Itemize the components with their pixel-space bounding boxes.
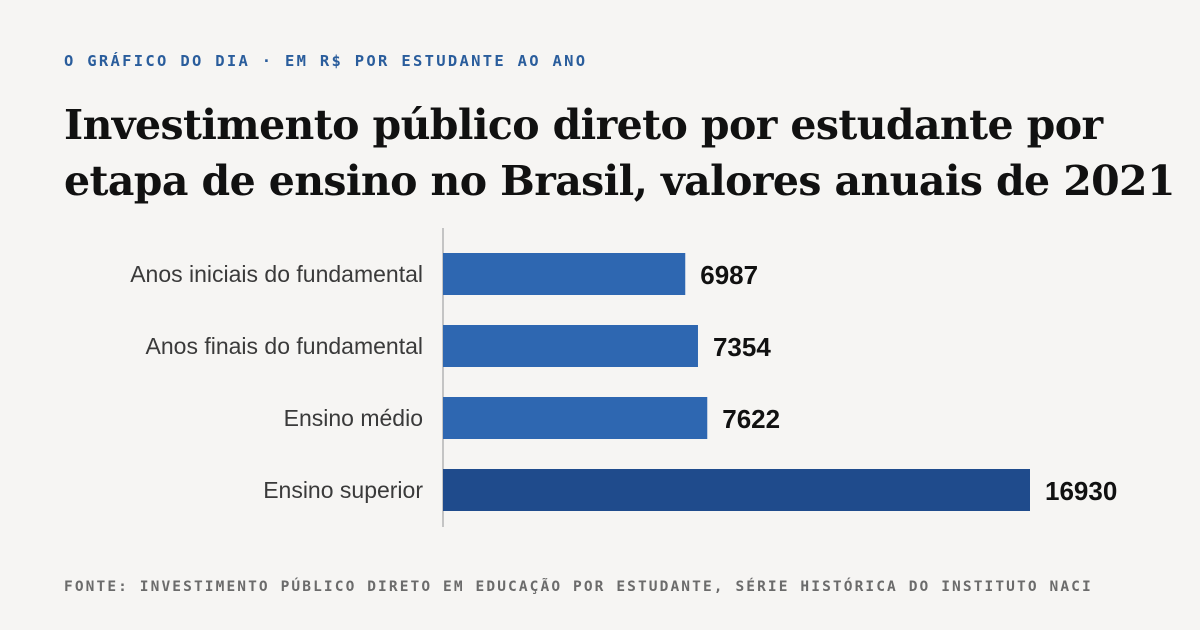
value-label-3: 16930	[1045, 476, 1117, 506]
source-note: FONTE: INVESTIMENTO PÚBLICO DIRETO EM ED…	[64, 579, 1093, 595]
category-label-1: Anos finais do fundamental	[146, 333, 423, 359]
chart-title-line-1: Investimento público direto por estudant…	[64, 101, 1103, 149]
bar-2	[443, 397, 708, 439]
bar-chart: Anos iniciais do fundamental 6987 Anos fin…	[130, 228, 1117, 527]
value-label-0: 6987	[700, 260, 758, 290]
bar-1	[443, 325, 698, 367]
value-label-1: 7354	[713, 332, 771, 362]
bar-0	[443, 253, 686, 295]
chart-kicker: O GRÁFICO DO DIA · EM R$ POR ESTUDANTE A…	[64, 52, 588, 70]
value-label-2: 7622	[722, 404, 780, 434]
bar-3	[443, 469, 1030, 511]
category-label-3: Ensino superior	[263, 477, 423, 503]
category-label-0: Anos iniciais do fundamental	[130, 261, 423, 287]
chart-title-line-2: etapa de ensino no Brasil, valores anuai…	[64, 157, 1176, 205]
footer-clip: FONTE: INVESTIMENTO PÚBLICO DIRETO EM ED…	[0, 570, 1200, 610]
category-label-2: Ensino médio	[284, 405, 423, 431]
chart-title: Investimento público direto por estudant…	[64, 97, 1176, 209]
